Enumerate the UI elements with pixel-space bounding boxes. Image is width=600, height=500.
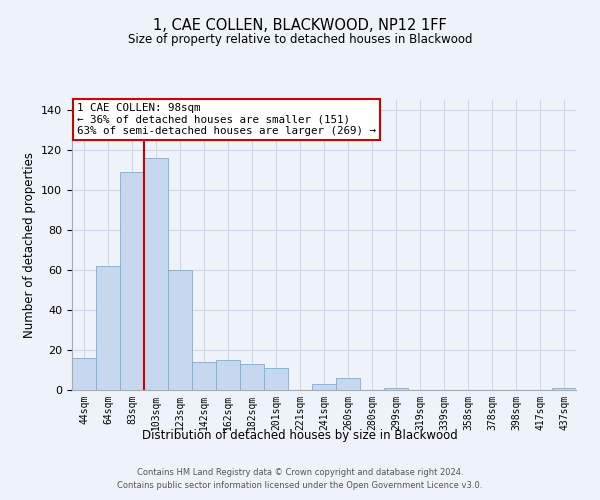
Bar — [264, 368, 288, 390]
Text: Distribution of detached houses by size in Blackwood: Distribution of detached houses by size … — [142, 428, 458, 442]
Bar — [312, 384, 336, 390]
Text: 1 CAE COLLEN: 98sqm
← 36% of detached houses are smaller (151)
63% of semi-detac: 1 CAE COLLEN: 98sqm ← 36% of detached ho… — [77, 103, 376, 136]
Y-axis label: Number of detached properties: Number of detached properties — [23, 152, 35, 338]
Bar — [144, 158, 168, 390]
Bar — [240, 364, 264, 390]
Bar — [120, 172, 144, 390]
Text: Contains public sector information licensed under the Open Government Licence v3: Contains public sector information licen… — [118, 480, 482, 490]
Bar — [72, 358, 96, 390]
Bar — [168, 270, 192, 390]
Text: Contains HM Land Registry data © Crown copyright and database right 2024.: Contains HM Land Registry data © Crown c… — [137, 468, 463, 477]
Bar — [192, 362, 216, 390]
Bar — [96, 266, 120, 390]
Text: Size of property relative to detached houses in Blackwood: Size of property relative to detached ho… — [128, 32, 472, 46]
Text: 1, CAE COLLEN, BLACKWOOD, NP12 1FF: 1, CAE COLLEN, BLACKWOOD, NP12 1FF — [153, 18, 447, 32]
Bar — [336, 378, 360, 390]
Bar — [384, 388, 408, 390]
Bar — [552, 388, 576, 390]
Bar — [216, 360, 240, 390]
